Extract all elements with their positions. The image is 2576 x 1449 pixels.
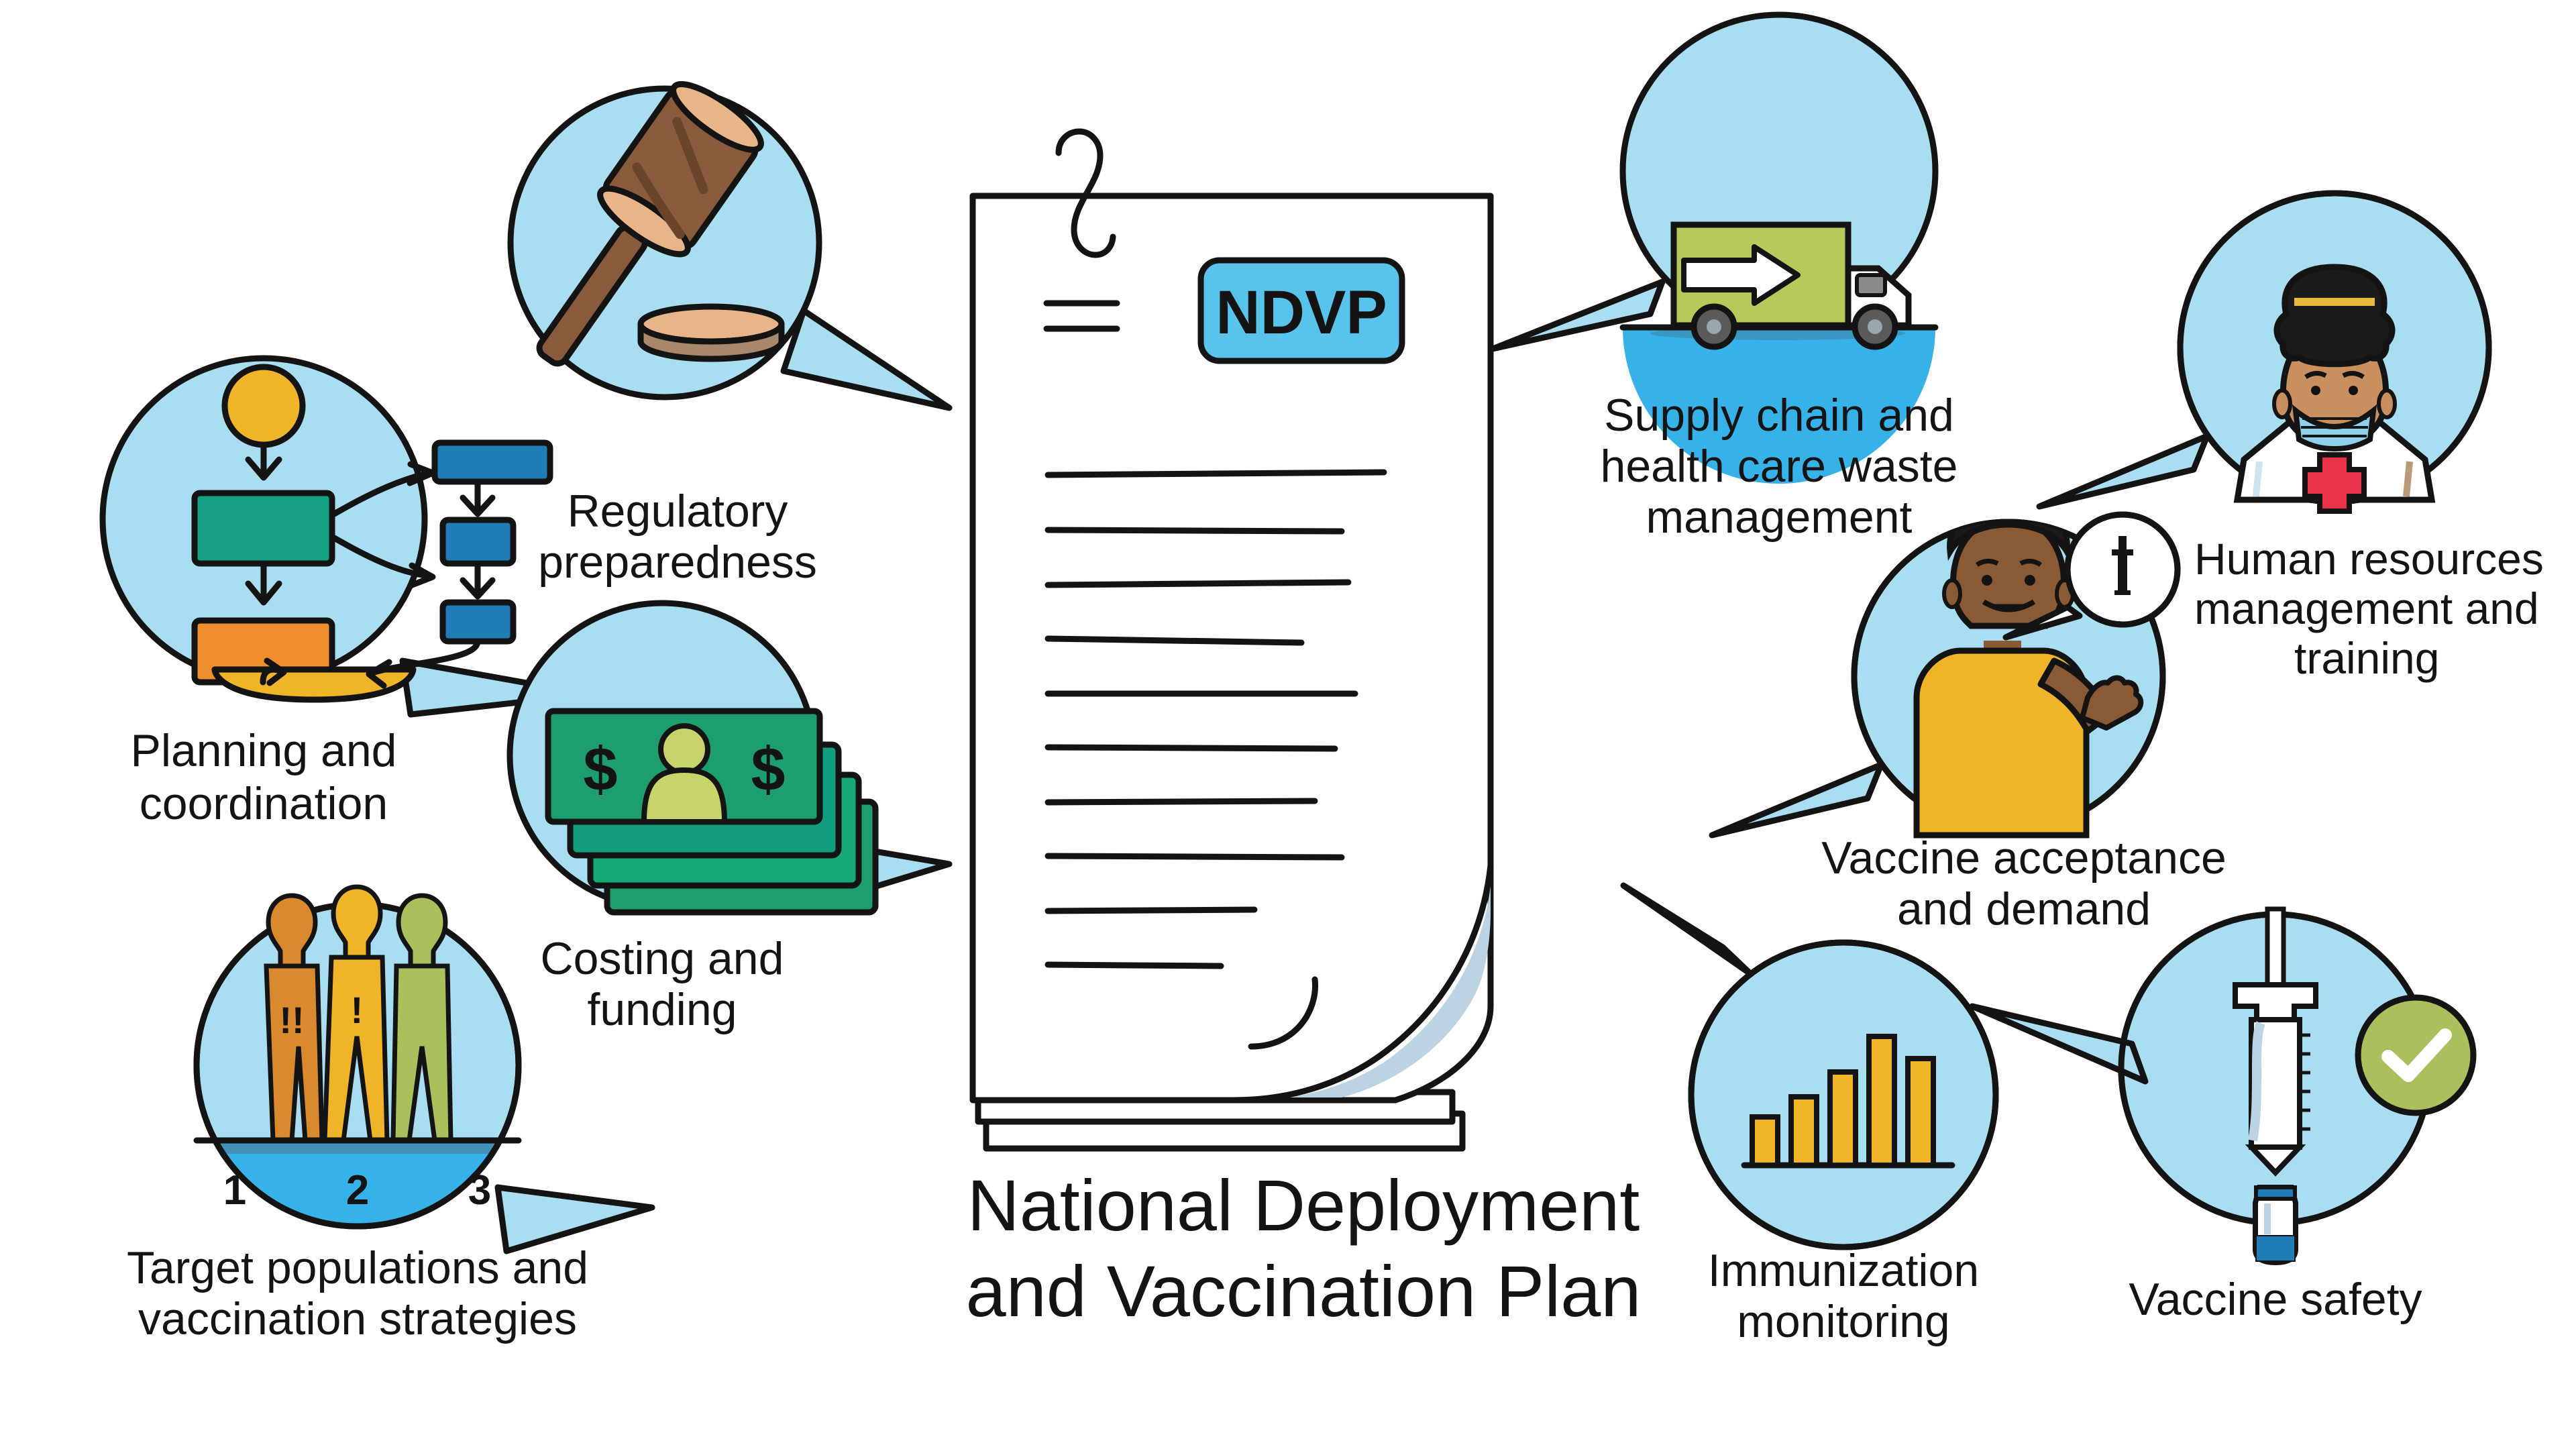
- svg-text:2: 2: [346, 1167, 369, 1214]
- svg-text:1: 1: [223, 1167, 246, 1214]
- svg-text:coordination: coordination: [140, 778, 388, 829]
- svg-text:Planning and: Planning and: [130, 725, 396, 776]
- svg-text:!!: !!: [279, 999, 304, 1041]
- svg-text:3: 3: [468, 1167, 491, 1214]
- svg-text:Human resources: Human resources: [2194, 534, 2544, 584]
- svg-text:Supply chain and: Supply chain and: [1604, 390, 1954, 441]
- svg-text:Target populations and: Target populations and: [127, 1242, 588, 1293]
- svg-text:$: $: [751, 735, 785, 804]
- svg-text:Vaccine acceptance: Vaccine acceptance: [1821, 833, 2226, 883]
- svg-text:Costing and: Costing and: [541, 933, 784, 984]
- svg-text:management and: management and: [2194, 584, 2539, 633]
- svg-text:Regulatory: Regulatory: [568, 486, 788, 537]
- svg-text:Immunization: Immunization: [1708, 1245, 1979, 1296]
- svg-text:preparedness: preparedness: [538, 537, 817, 588]
- svg-text:NDVP: NDVP: [1216, 278, 1387, 347]
- svg-text:management: management: [1646, 492, 1913, 543]
- svg-text:vaccination strategies: vaccination strategies: [138, 1293, 577, 1344]
- svg-text:and demand: and demand: [1897, 883, 2151, 934]
- svg-text:Vaccine safety: Vaccine safety: [2129, 1274, 2422, 1325]
- svg-text:funding: funding: [587, 984, 737, 1035]
- svg-text:!: !: [351, 989, 364, 1031]
- svg-text:$: $: [583, 735, 617, 804]
- svg-text:National Deployment: National Deployment: [967, 1165, 1640, 1246]
- svg-text:monitoring: monitoring: [1737, 1296, 1950, 1347]
- svg-text:and Vaccination Plan: and Vaccination Plan: [966, 1250, 1642, 1332]
- svg-text:health care waste: health care waste: [1601, 441, 1958, 492]
- svg-text:training: training: [2294, 633, 2439, 683]
